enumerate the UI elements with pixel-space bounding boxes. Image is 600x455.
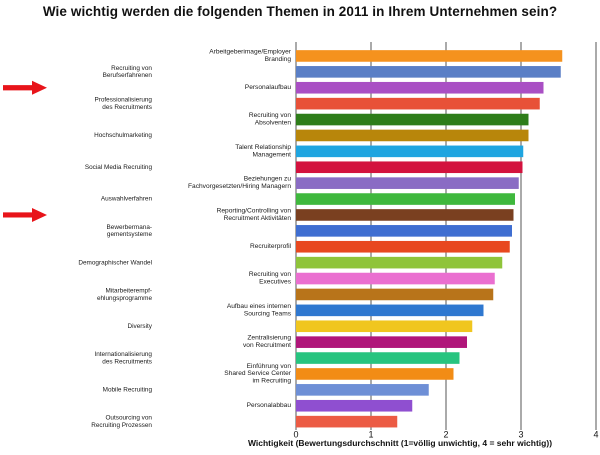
- bar-talent-relationship-management: [296, 161, 523, 174]
- highlight-arrows: [3, 80, 47, 222]
- bar-beziehungen-zu-fachvorgesetzten-hiring-managern: [296, 193, 515, 205]
- left-label-personalabbau-line-1: Outsourcing von: [105, 415, 152, 422]
- left-label-personalabbau-line-2: Recruiting Prozessen: [91, 422, 152, 429]
- bar-label-bewerbermanagementsysteme-line-2: Recruitment Aktivitäten: [224, 215, 292, 222]
- x-tick-label-4: 4: [593, 429, 598, 439]
- bar-label-outsourcing-von-recruiting-prozessen: Personalabbau: [247, 402, 292, 409]
- x-tick-label-0: 0: [293, 429, 298, 439]
- left-label-recruiting-von-executives-line-1: Mitarbeiterempf-: [105, 287, 152, 294]
- bar-label-diversity-line-1: Aufbau eines internen: [227, 303, 291, 310]
- x-tick-labels: 0 1 2 3 4: [293, 429, 598, 439]
- bar-auswahlverfahren: [296, 177, 519, 189]
- bar-social-media-recruiting: [296, 145, 524, 158]
- left-label-zentralisierung-von-recruitment-line-2: des Recruitments: [102, 358, 152, 365]
- left-label-personalaufbau-line-1: Professionalisierung: [94, 97, 152, 104]
- bar-professionalisierung-des-recruitments: [296, 81, 544, 94]
- bar-label-mobile-recruiting-line-3: im Recruiting: [253, 378, 292, 385]
- bar-label-internationalisierung-des-recruitments-line-2: von Recruitment: [243, 342, 291, 349]
- bar-mitarbeiterempfehlungsprogramme: [296, 272, 495, 285]
- left-label-recruiting-von-berufserfahrenen-line-1: Recruiting von: [111, 65, 152, 72]
- bar-personalabbau: [296, 415, 398, 428]
- red-arrow-icon: [3, 80, 47, 95]
- bar-internationalisierung-des-recruitments: [296, 336, 467, 348]
- bar-label-demographischer-wandel: Recruiterprofil: [250, 243, 292, 250]
- bar-label-mobile-recruiting-line-1: Einführung von: [247, 363, 292, 370]
- x-tick-label-1: 1: [368, 429, 373, 439]
- chart-title: Wie wichtig werden die folgenden Themen …: [42, 4, 558, 19]
- bar-label-social-media-recruiting-line-2: Management: [253, 151, 292, 158]
- bar-label-bewerbermanagementsysteme-line-1: Reporting/Controlling von: [217, 208, 292, 215]
- bar-label-mobile-recruiting-line-2: Shared Service Center: [224, 370, 292, 377]
- bar-label-auswahlverfahren-line-1: Beziehungen zu: [244, 176, 292, 183]
- x-tick-label-3: 3: [518, 429, 523, 439]
- x-axis-label: Wichtigkeit (Bewertungsdurchschnitt (1=v…: [247, 438, 553, 448]
- left-label-zentralisierung-von-recruitment-line-1: Internationalisierung: [94, 351, 152, 358]
- bar-label-social-media-recruiting-line-1: Talent Relationship: [235, 144, 291, 151]
- left-label-beziehungen-zu-fachvorgesetzten-hiring-managern: Auswahlverfahren: [101, 196, 153, 203]
- bar-label-diversity-line-2: Sourcing Teams: [244, 310, 292, 317]
- left-label-recruiting-von-berufserfahrenen-line-2: Berufserfahrenen: [103, 72, 153, 79]
- bar-recruiting-von-executives: [296, 288, 494, 301]
- bar-aufbau-eines-internen-sourcing-teams: [296, 320, 473, 333]
- bar-label-internationalisierung-des-recruitments-line-1: Zentralisierung: [247, 335, 291, 342]
- bar-hochschulmarketing: [296, 113, 529, 126]
- bar-recruiterprofil: [296, 256, 503, 269]
- bars: [296, 50, 563, 428]
- bar-label-auswahlverfahren-line-2: Fachvorgesetzten/Hiring Managern: [188, 183, 291, 190]
- bar-bewerbermanagementsysteme: [296, 209, 514, 221]
- bar-label-hochschulmarketing-line-1: Recruiting von: [249, 112, 291, 119]
- bar-label-hochschulmarketing-line-2: Absolventen: [255, 120, 292, 127]
- bar-label-arbeitgeberimage-employer-branding-line-2: Branding: [265, 56, 292, 63]
- bar-recruiting-von-berufserfahrenen: [296, 66, 561, 78]
- bar-mobile-recruiting: [296, 368, 454, 380]
- left-label-recruiterprofil: Demographischer Wandel: [78, 259, 152, 266]
- x-tick-label-2: 2: [443, 429, 448, 439]
- bar-diversity: [296, 304, 484, 317]
- left-label-recruiting-von-executives-line-2: ehlungsprogramme: [97, 295, 153, 302]
- bar-label-professionalisierung-des-recruitments: Personalaufbau: [245, 84, 292, 91]
- left-label-reporting-controlling-von-recruitment-aktivitaten-line-1: Bewerbermana-: [107, 224, 152, 231]
- red-arrow-icon: [3, 207, 47, 222]
- bar-label-mitarbeiterempfehlungsprogramme-line-1: Recruiting von: [249, 271, 291, 278]
- left-label-recruiting-von-absolventen: Hochschulmarketing: [94, 132, 152, 139]
- bar-label-mitarbeiterempfehlungsprogramme-line-2: Executives: [259, 279, 292, 286]
- left-label-talent-relationship-management: Social Media Recruiting: [85, 164, 153, 171]
- bar-label-arbeitgeberimage-employer-branding-line-1: Arbeitgeberimage/Employer: [209, 49, 292, 56]
- bar-einfuhrung-von-shared-service-center-im-recruiting: [296, 384, 429, 396]
- left-label-einfuhrung-von-shared-service-center-im-recruiting: Mobile Recruiting: [103, 387, 153, 394]
- left-label-personalaufbau-line-2: des Recruitments: [102, 104, 152, 111]
- bar-recruiting-von-absolventen: [296, 129, 529, 142]
- bar-zentralisierung-von-recruitment: [296, 352, 460, 364]
- bar-personalaufbau: [296, 97, 540, 110]
- left-label-reporting-controlling-von-recruitment-aktivitaten-line-2: gementsysteme: [107, 231, 153, 238]
- left-label-aufbau-eines-internen-sourcing-teams: Diversity: [128, 323, 153, 330]
- bar-demographischer-wandel: [296, 240, 510, 253]
- bar-arbeitgeberimage-employer-branding: [296, 50, 563, 62]
- bar-outsourcing-von-recruiting-prozessen: [296, 399, 413, 412]
- bar-reporting-controlling-von-recruitment-aktivitaten: [296, 225, 512, 237]
